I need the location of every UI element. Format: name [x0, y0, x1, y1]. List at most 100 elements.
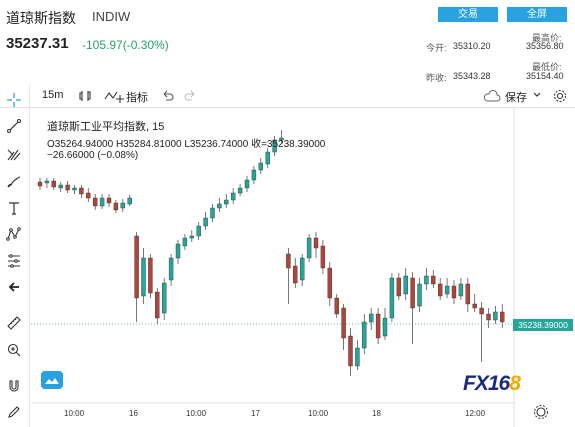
settings-gear-icon[interactable] [534, 405, 548, 419]
candle-body [65, 184, 70, 191]
redo-icon[interactable] [184, 89, 198, 106]
gear-icon[interactable] [553, 89, 567, 106]
candle-body [203, 217, 208, 227]
x-tick-label: 10:00 [308, 409, 329, 418]
text-icon[interactable] [4, 198, 24, 218]
candle-body [161, 282, 167, 314]
indicators-icon[interactable] [104, 89, 126, 106]
candle-body [348, 335, 353, 367]
instrument-code: INDIW [92, 9, 131, 24]
magnet-icon[interactable] [4, 376, 24, 396]
candle-body [424, 275, 429, 285]
low-label: 最低价: [532, 62, 562, 72]
price-chart[interactable] [31, 108, 575, 427]
candle-body [134, 235, 139, 299]
candle-body [93, 197, 98, 207]
chevron-down-icon[interactable] [532, 89, 542, 104]
open-value: 35310.20 [453, 41, 491, 51]
candle-body [444, 285, 450, 295]
pitchfork-icon[interactable] [4, 144, 24, 164]
candle-body [451, 285, 457, 299]
candle-body [279, 137, 284, 141]
candle-body [493, 311, 498, 321]
x-tick-label: 10:00 [186, 409, 207, 418]
drawing-sidebar [0, 84, 30, 427]
x-tick-label: 12:00 [465, 409, 486, 418]
candle-body [458, 283, 464, 297]
candle-body [375, 313, 381, 339]
save-button[interactable]: 保存 [505, 92, 527, 104]
candle-body [472, 303, 477, 309]
trade-button[interactable]: 交易 [438, 7, 498, 22]
candle-body [417, 283, 422, 307]
candle-body [300, 257, 305, 281]
low-value: 35154.40 [526, 71, 564, 81]
candle-body [327, 267, 332, 299]
price-change: -105.97(-0.30%) [82, 38, 169, 52]
chart-legend-change: −26.66000 (−0.08%) [47, 150, 139, 161]
back-arrow-icon[interactable] [4, 277, 24, 297]
ruler-icon[interactable] [4, 313, 24, 333]
candle-body [182, 237, 188, 247]
x-tick-label: 10:00 [64, 409, 85, 418]
pattern-icon[interactable] [4, 224, 24, 244]
chart-legend-title: 道琼斯工业平均指数, 15 [47, 121, 165, 133]
high-value: 35356.80 [526, 41, 564, 51]
candle-body [410, 277, 415, 309]
cloud-logo-icon [41, 371, 63, 389]
prev-close-label: 昨收: [426, 73, 447, 83]
candle-body [486, 313, 491, 321]
candle-body [389, 277, 395, 319]
candle-body [168, 257, 174, 281]
candle-body [196, 225, 201, 237]
candlestick-chart[interactable] [31, 108, 575, 427]
candle-body [334, 297, 339, 315]
indicators-button[interactable]: 指标 [126, 92, 148, 104]
current-price: 35237.31 [6, 35, 69, 52]
candle-body [224, 199, 229, 205]
cloud-icon[interactable] [482, 89, 502, 106]
candle-body [155, 291, 160, 319]
candle-body [141, 257, 146, 297]
candle-body [258, 162, 264, 171]
zoom-in-icon[interactable] [4, 340, 24, 360]
candle-body [438, 283, 443, 297]
candle-body [272, 139, 277, 153]
lock-pencil-icon[interactable] [4, 402, 24, 422]
bar-style-icon[interactable] [78, 89, 92, 106]
interval-selector[interactable]: 15m [42, 89, 64, 101]
chart-toolbar: 15m 指标 保存 [0, 84, 575, 108]
last-price-tag: 35238.39000 [513, 319, 573, 331]
candle-body [369, 313, 374, 323]
candle-body [189, 235, 195, 239]
candle-body [127, 197, 132, 205]
candle-body [479, 307, 484, 315]
candle-body [106, 197, 112, 204]
high-label: 最高价: [532, 33, 562, 43]
candle-body [148, 257, 153, 294]
x-tick-label: 18 [372, 409, 381, 418]
candle-body [51, 180, 56, 188]
crosshair-icon[interactable] [4, 90, 24, 110]
undo-icon[interactable] [160, 89, 174, 106]
candle-body [286, 253, 291, 269]
candle-body [237, 187, 243, 194]
candle-body [86, 192, 91, 199]
trendline-icon[interactable] [4, 116, 24, 136]
candle-body [465, 283, 470, 305]
fib-icon[interactable] [4, 251, 24, 271]
candle-body [293, 265, 298, 284]
candle-body [362, 321, 367, 349]
x-tick-label: 17 [251, 409, 260, 418]
brush-icon[interactable] [4, 172, 24, 192]
candle-body [265, 151, 270, 165]
candle-body [341, 307, 346, 339]
candle-body [230, 192, 236, 201]
candle-body [37, 181, 43, 187]
x-tick-label: 16 [129, 409, 138, 418]
fullscreen-button[interactable]: 全屏 [507, 7, 567, 22]
fx168-logo: FX168 [463, 372, 521, 395]
candle-body [210, 207, 215, 219]
candle-body [403, 275, 408, 295]
candle-body [313, 237, 319, 249]
